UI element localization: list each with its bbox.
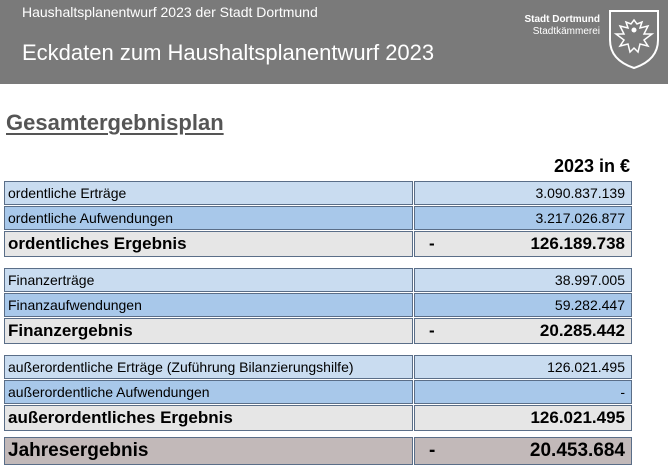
table-row-total: außerordentliches Ergebnis 126.021.495 (4, 405, 632, 431)
row-sign: - (429, 234, 435, 253)
row-label: ordentliches Ergebnis (4, 231, 413, 257)
row-value: - 126.189.738 (414, 231, 632, 257)
row-value: 59.282.447 (414, 293, 632, 317)
row-value: - (414, 380, 632, 404)
table-row: außerordentliche Aufwendungen - (4, 380, 632, 404)
table-row: ordentliche Erträge 3.090.837.139 (4, 181, 632, 205)
column-header: 2023 in € (553, 156, 630, 176)
row-sign: - (429, 440, 436, 461)
row-sign: - (429, 321, 435, 340)
row-value: 3.217.026.877 (414, 206, 632, 230)
row-label: Finanzaufwendungen (4, 293, 413, 317)
row-value: 126.021.495 (414, 355, 632, 379)
row-label: Finanzergebnis (4, 318, 413, 344)
row-label: ordentliche Aufwendungen (4, 206, 413, 230)
row-label: außerordentliche Erträge (Zuführung Bila… (4, 355, 413, 379)
row-value: 38.997.005 (414, 268, 632, 292)
row-label: außerordentliches Ergebnis (4, 405, 413, 431)
table-row-total: Finanzergebnis - 20.285.442 (4, 318, 632, 344)
org-dept: Stadtkämmerei (532, 26, 600, 37)
org-logo-text: Stadt Dortmund Stadtkämmerei (524, 14, 600, 38)
row-label: Finanzerträge (4, 268, 413, 292)
section-title: Gesamtergebnisplan (6, 110, 224, 135)
table-row: außerordentliche Erträge (Zuführung Bila… (4, 355, 632, 379)
header-supertitle: Haushaltsplanentwurf 2023 der Stadt Dort… (22, 4, 318, 20)
row-value: 126.021.495 (414, 405, 632, 431)
row-value: - 20.453.684 (414, 437, 632, 465)
table-row: ordentliche Aufwendungen 3.217.026.877 (4, 206, 632, 230)
table-row-total: ordentliches Ergebnis - 126.189.738 (4, 231, 632, 257)
table-row: Finanzerträge 38.997.005 (4, 268, 632, 292)
row-value: - 20.285.442 (414, 318, 632, 344)
table-row-year-result: Jahresergebnis - 20.453.684 (4, 437, 632, 465)
row-label: ordentliche Erträge (4, 181, 413, 205)
eagle-crest-icon (609, 10, 659, 70)
row-label: Jahresergebnis (4, 437, 413, 465)
org-name: Stadt Dortmund (524, 14, 600, 25)
page-header: Haushaltsplanentwurf 2023 der Stadt Dort… (0, 0, 668, 84)
row-label: außerordentliche Aufwendungen (4, 380, 413, 404)
table-row: Finanzaufwendungen 59.282.447 (4, 293, 632, 317)
header-title: Eckdaten zum Haushaltsplanentwurf 2023 (22, 40, 435, 65)
row-value: 3.090.837.139 (414, 181, 632, 205)
